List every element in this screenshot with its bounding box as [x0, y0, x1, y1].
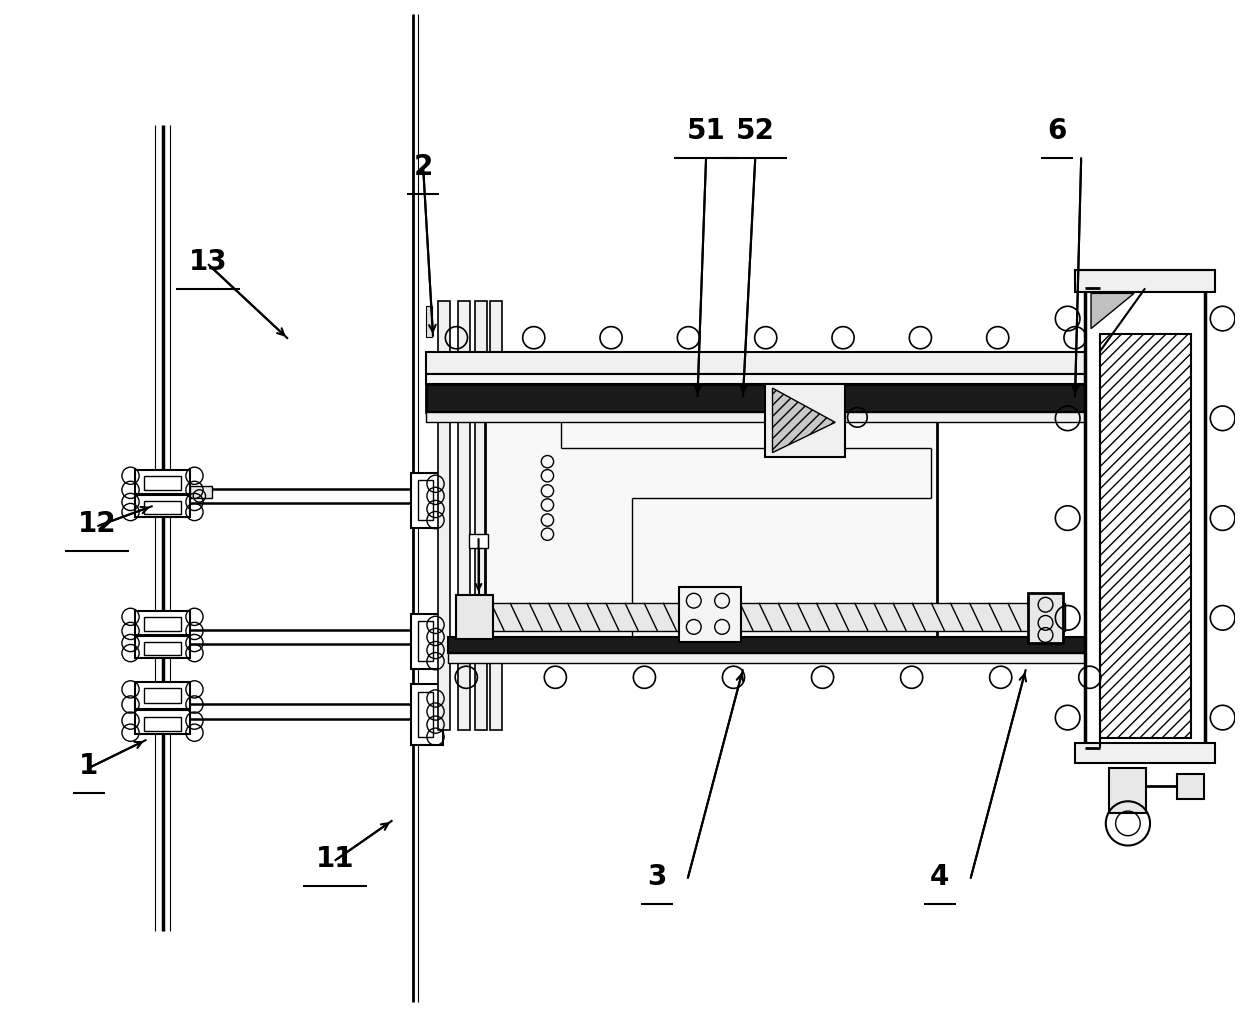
Polygon shape [1091, 294, 1135, 328]
Text: 4: 4 [930, 863, 950, 891]
Text: 3: 3 [647, 863, 667, 891]
Bar [144, 642, 181, 655]
Bar [144, 475, 181, 490]
Bar [491, 602, 1065, 631]
Polygon shape [773, 388, 836, 452]
Bar [135, 709, 190, 734]
Text: 13: 13 [188, 248, 227, 276]
Bar [469, 534, 489, 549]
Bar [1100, 333, 1190, 738]
Bar [144, 716, 181, 731]
Bar [135, 636, 190, 658]
Bar [410, 614, 443, 670]
Bar [425, 374, 1106, 384]
Bar [1075, 270, 1215, 293]
Bar [438, 302, 450, 729]
Bar [418, 480, 433, 520]
Text: 52: 52 [735, 117, 775, 145]
Bar [1110, 768, 1146, 814]
Bar [410, 685, 443, 745]
Text: 12: 12 [78, 510, 117, 538]
Text: 1: 1 [79, 752, 98, 780]
Bar [144, 501, 181, 514]
Bar [448, 653, 1115, 663]
Bar [475, 302, 487, 729]
Bar [135, 611, 190, 635]
Bar [680, 586, 740, 642]
Bar [144, 617, 181, 631]
Text: 6: 6 [1047, 117, 1066, 145]
Bar [458, 302, 470, 729]
Bar [1028, 592, 1063, 643]
Bar [135, 683, 190, 708]
Bar [765, 384, 844, 456]
Text: 2: 2 [413, 152, 433, 181]
Bar [456, 594, 494, 639]
Bar [505, 447, 539, 578]
Bar [425, 412, 1106, 423]
Bar [490, 302, 502, 729]
Bar [1177, 774, 1204, 800]
Bar [1075, 743, 1215, 763]
Bar [135, 469, 190, 494]
Bar [418, 621, 433, 661]
Bar [1085, 289, 1205, 748]
Bar [425, 307, 432, 336]
Bar [144, 689, 181, 703]
Bar [410, 472, 443, 528]
Bar [425, 384, 1106, 412]
Bar [190, 486, 212, 498]
Bar [418, 692, 433, 737]
Bar [485, 387, 937, 644]
Bar [135, 495, 190, 517]
Bar [425, 352, 1106, 374]
Text: 11: 11 [315, 844, 353, 873]
Text: 51: 51 [687, 117, 725, 145]
Polygon shape [510, 462, 534, 564]
Bar [448, 637, 1115, 653]
Polygon shape [491, 392, 931, 639]
